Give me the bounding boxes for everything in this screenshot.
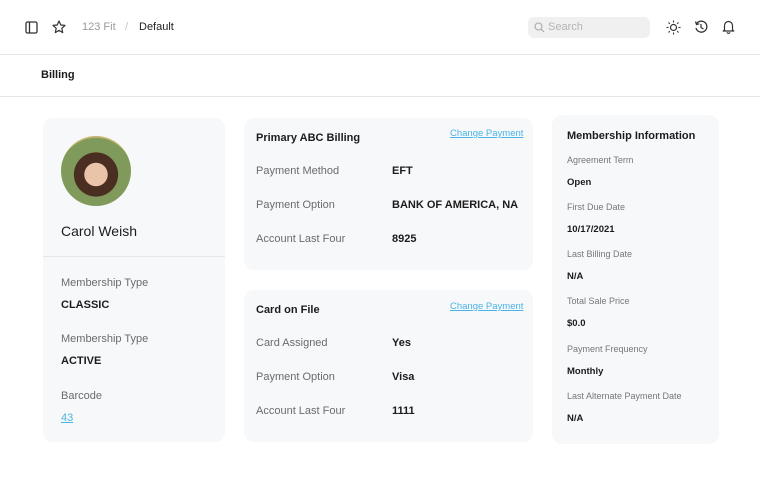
- star-icon[interactable]: [52, 20, 66, 34]
- card-title: Membership Information: [567, 130, 696, 142]
- info-value: Monthly: [567, 366, 604, 377]
- row-value: BANK OF AMERICA, NA: [392, 199, 519, 211]
- info-label: Last Billing Date: [567, 249, 633, 259]
- barcode-link[interactable]: 43: [61, 412, 74, 424]
- primary-billing-card: Primary ABC Billing Change Payment Payme…: [244, 118, 533, 270]
- row-label: Account Last Four: [256, 405, 346, 417]
- info-label: Total Sale Price: [567, 296, 630, 306]
- divider: [43, 256, 225, 257]
- info-value: Open: [567, 177, 592, 188]
- row-label: Payment Option: [256, 199, 335, 211]
- top-bar: 123 Fit / Default Search: [0, 0, 760, 55]
- row-label: Payment Option: [256, 371, 335, 383]
- row-label: Card Assigned: [256, 337, 328, 349]
- member-name: Carol Weish: [61, 223, 137, 239]
- profile-card: Carol Weish Membership Type CLASSIC Memb…: [43, 118, 225, 442]
- card-on-file-card: Card on File Change Payment Card Assigne…: [244, 290, 533, 442]
- info-value: N/A: [567, 413, 584, 424]
- breadcrumb-current[interactable]: Default: [139, 21, 174, 33]
- field-label: Membership Type: [61, 277, 149, 289]
- info-value: 10/17/2021: [567, 224, 615, 235]
- search-icon: [534, 22, 545, 33]
- breadcrumb-separator: /: [125, 21, 129, 33]
- row-value: Yes: [392, 337, 411, 349]
- field-value: CLASSIC: [61, 299, 110, 311]
- sun-icon[interactable]: [666, 20, 681, 35]
- change-payment-link[interactable]: Change Payment: [450, 301, 524, 312]
- row-value: Visa: [392, 371, 415, 383]
- membership-info-card: Membership Information Agreement Term Op…: [552, 115, 719, 444]
- page-title: Billing: [41, 69, 75, 81]
- row-value: EFT: [392, 165, 413, 177]
- history-icon[interactable]: [694, 20, 708, 34]
- field-label: Barcode: [61, 390, 102, 402]
- info-label: Payment Frequency: [567, 344, 648, 354]
- info-label: First Due Date: [567, 202, 626, 212]
- info-value: N/A: [567, 271, 584, 282]
- sidebar-icon[interactable]: [25, 21, 38, 34]
- bell-icon[interactable]: [722, 19, 735, 34]
- avatar: [61, 136, 131, 206]
- row-label: Account Last Four: [256, 233, 346, 245]
- info-label: Last Alternate Payment Date: [567, 391, 682, 401]
- card-title: Primary ABC Billing: [256, 132, 361, 144]
- breadcrumb-workspace[interactable]: 123 Fit: [82, 21, 116, 33]
- row-label: Payment Method: [256, 165, 340, 177]
- info-label: Agreement Term: [567, 155, 634, 165]
- change-payment-link[interactable]: Change Payment: [450, 128, 524, 139]
- row-value: 8925: [392, 233, 417, 245]
- card-title: Card on File: [256, 304, 320, 316]
- row-value: 1111: [392, 405, 415, 417]
- field-value: ACTIVE: [61, 355, 102, 367]
- search-placeholder: Search: [548, 21, 583, 33]
- info-value: $0.0: [567, 318, 586, 329]
- field-label: Membership Type: [61, 333, 149, 345]
- search-input[interactable]: Search: [528, 17, 650, 38]
- page-header: Billing: [0, 55, 760, 97]
